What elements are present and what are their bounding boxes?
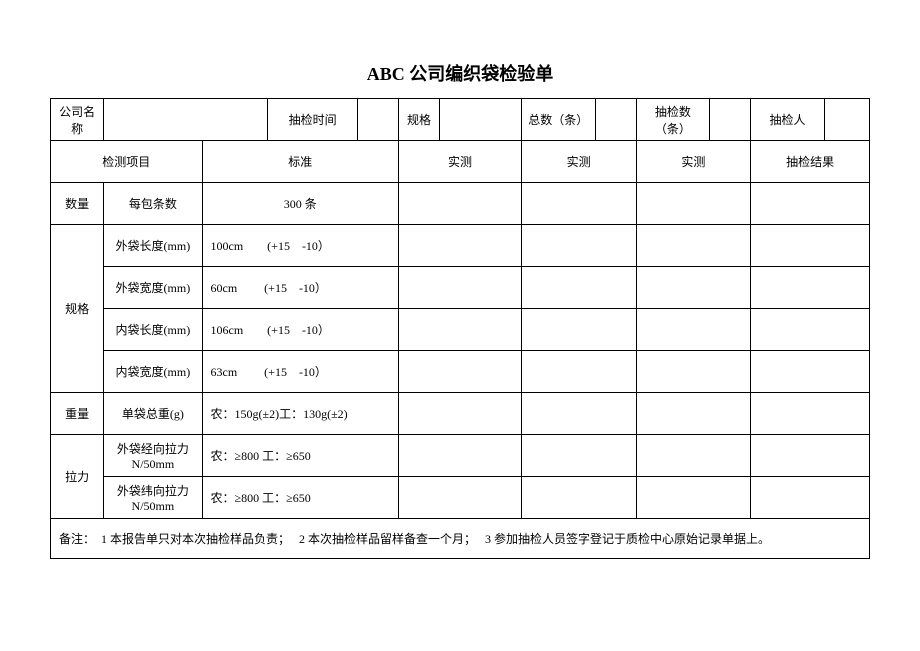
sample-time-value [358, 99, 399, 141]
table-cell [399, 309, 522, 351]
spec1-item: 外袋长度(mm) [104, 225, 202, 267]
tension2-std: 农：≥800 工：≥650 [202, 477, 399, 519]
total-label: 总数（条） [521, 99, 595, 141]
table-cell [636, 267, 751, 309]
table-cell [399, 183, 522, 225]
col-test-item: 检测项目 [51, 141, 203, 183]
table-cell [751, 183, 870, 225]
col-measured1: 实测 [399, 141, 522, 183]
sample-count-label: 抽检数（条） [636, 99, 710, 141]
table-cell [751, 225, 870, 267]
sample-count-value [710, 99, 751, 141]
spec3-item: 内袋长度(mm) [104, 309, 202, 351]
table-cell [636, 435, 751, 477]
table-cell [521, 309, 636, 351]
spec-label: 规格 [399, 99, 440, 141]
company-value [104, 99, 268, 141]
spec-cat: 规格 [51, 225, 104, 393]
spec2-item: 外袋宽度(mm) [104, 267, 202, 309]
tension1-item: 外袋经向拉力N/50mm [104, 435, 202, 477]
table-cell [751, 351, 870, 393]
weight-item: 单袋总重(g) [104, 393, 202, 435]
table-cell [751, 435, 870, 477]
table-cell [636, 351, 751, 393]
table-cell [636, 309, 751, 351]
table-cell [636, 477, 751, 519]
table-cell [521, 267, 636, 309]
table-cell [751, 267, 870, 309]
spec2-std: 60cm (+15 -10） [202, 267, 399, 309]
table-cell [399, 477, 522, 519]
tension1-std: 农：≥800 工：≥650 [202, 435, 399, 477]
table-cell [636, 393, 751, 435]
spec1-std: 100cm (+15 -10） [202, 225, 399, 267]
table-cell [751, 393, 870, 435]
qty-item: 每包条数 [104, 183, 202, 225]
page-title: ABC 公司编织袋检验单 [50, 60, 870, 86]
table-cell [399, 351, 522, 393]
table-cell [636, 225, 751, 267]
table-cell [399, 225, 522, 267]
table-cell [399, 267, 522, 309]
weight-std: 农：150g(±2)工：130g(±2) [202, 393, 399, 435]
company-label: 公司名称 [51, 99, 104, 141]
spec-value [439, 99, 521, 141]
inspector-label: 抽检人 [751, 99, 825, 141]
table-cell [399, 393, 522, 435]
inspector-value [824, 99, 869, 141]
inspection-table: 公司名称 抽检时间 规格 总数（条） 抽检数（条） 抽检人 检测项目 标准 实测… [50, 98, 870, 559]
notes: 备注： 1 本报告单只对本次抽检样品负责； 2 本次抽检样品留样备查一个月； 3… [51, 519, 870, 559]
col-standard: 标准 [202, 141, 399, 183]
spec3-std: 106cm (+15 -10） [202, 309, 399, 351]
table-cell [521, 393, 636, 435]
table-cell [751, 477, 870, 519]
qty-std: 300 条 [202, 183, 399, 225]
weight-cat: 重量 [51, 393, 104, 435]
table-cell [521, 183, 636, 225]
tension-cat: 拉力 [51, 435, 104, 519]
col-result: 抽检结果 [751, 141, 870, 183]
tension2-item: 外袋纬向拉力N/50mm [104, 477, 202, 519]
spec4-std: 63cm (+15 -10） [202, 351, 399, 393]
col-measured3: 实测 [636, 141, 751, 183]
table-cell [521, 225, 636, 267]
sample-time-label: 抽检时间 [268, 99, 358, 141]
table-cell [521, 351, 636, 393]
table-cell [636, 183, 751, 225]
total-value [595, 99, 636, 141]
col-measured2: 实测 [521, 141, 636, 183]
table-cell [521, 435, 636, 477]
table-cell [399, 435, 522, 477]
table-cell [521, 477, 636, 519]
table-cell [751, 309, 870, 351]
spec4-item: 内袋宽度(mm) [104, 351, 202, 393]
qty-cat: 数量 [51, 183, 104, 225]
